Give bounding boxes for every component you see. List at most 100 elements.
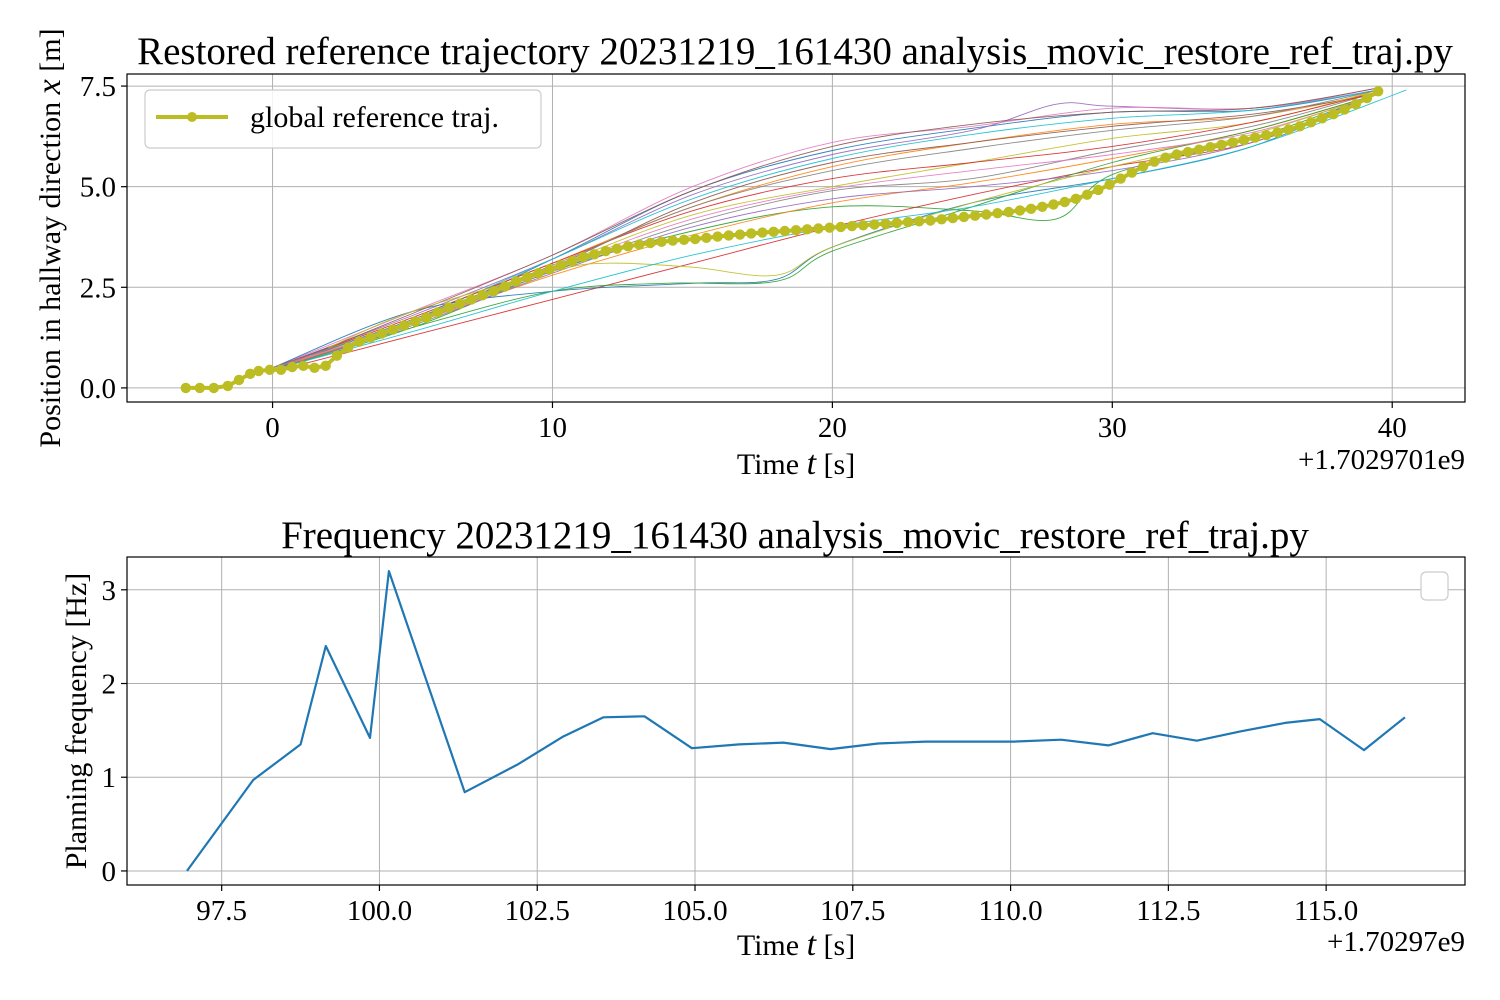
x-tick-label: 40 bbox=[1378, 412, 1407, 444]
global-reference-point bbox=[1249, 132, 1261, 143]
global-reference-point bbox=[432, 307, 443, 318]
thin-trajectory-line bbox=[272, 93, 1379, 371]
frequency-plot-frame bbox=[126, 556, 1466, 886]
y-tick-label: 3 bbox=[102, 575, 117, 607]
global-reference-point bbox=[387, 324, 399, 335]
global-reference-point bbox=[1216, 139, 1227, 150]
x-tick-label: 115.0 bbox=[1294, 895, 1358, 927]
global-reference-point bbox=[376, 328, 387, 339]
global-reference-point bbox=[723, 230, 734, 241]
global-reference-point bbox=[1070, 193, 1082, 204]
trajectory-y-label: Position in hallway direction x [m] bbox=[31, 28, 68, 447]
global-reference-point bbox=[958, 211, 970, 223]
y-tick-label: 7.5 bbox=[80, 71, 116, 103]
x-tick-label: 110.0 bbox=[978, 895, 1042, 927]
x-tick-label: 0 bbox=[265, 412, 280, 444]
legend-frame bbox=[144, 89, 542, 149]
global-reference-point bbox=[488, 286, 499, 297]
global-reference-point bbox=[287, 361, 298, 373]
thin-trajectory-line bbox=[272, 91, 1379, 371]
global-reference-point bbox=[245, 368, 256, 379]
global-reference-point bbox=[264, 364, 275, 375]
global-reference-point bbox=[1328, 109, 1339, 120]
global-reference-point bbox=[578, 251, 589, 263]
global-reference-point bbox=[1261, 130, 1272, 141]
x-tick-label: 107.5 bbox=[820, 895, 885, 927]
global-reference-point bbox=[1137, 161, 1149, 172]
trajectory-main-series bbox=[180, 86, 1384, 394]
trajectory-x-label: Time t [s] bbox=[737, 445, 855, 482]
global-reference-point bbox=[1283, 124, 1294, 135]
global-reference-point bbox=[1205, 142, 1216, 153]
global-reference-point bbox=[1317, 113, 1328, 124]
x-tick-label: 105.0 bbox=[662, 895, 727, 927]
global-reference-point bbox=[992, 208, 1003, 219]
global-reference-point bbox=[768, 226, 779, 237]
frequency-chart-title: Frequency 20231219_161430 analysis_movic… bbox=[281, 514, 1309, 557]
y-tick-label: 2 bbox=[102, 669, 117, 701]
global-reference-point bbox=[634, 239, 645, 250]
global-reference-point bbox=[454, 298, 466, 309]
y-tick-label: 1 bbox=[102, 762, 117, 794]
global-reference-point bbox=[1104, 179, 1115, 190]
trajectory-grid bbox=[127, 74, 1465, 402]
trajectory-x-ticks: 0 10 20 30 40 bbox=[265, 402, 1407, 444]
thin-trajectory-line bbox=[272, 87, 1379, 371]
x-tick-label: 102.5 bbox=[505, 895, 570, 927]
global-reference-point bbox=[1126, 167, 1138, 178]
global-reference-point bbox=[309, 362, 320, 373]
trajectory-chart-title: Restored reference trajectory 20231219_1… bbox=[137, 30, 1453, 73]
global-reference-point bbox=[611, 243, 623, 254]
global-reference-point bbox=[712, 231, 723, 242]
global-reference-point bbox=[1081, 189, 1093, 200]
frequency-empty-legend bbox=[1420, 571, 1449, 601]
global-reference-point bbox=[589, 249, 600, 260]
global-reference-point bbox=[734, 229, 746, 240]
global-reference-point bbox=[275, 364, 287, 375]
global-reference-point bbox=[522, 272, 533, 283]
trajectory-legend: global reference traj. bbox=[144, 89, 542, 149]
global-reference-point bbox=[835, 221, 846, 233]
global-reference-point bbox=[533, 268, 544, 279]
global-reference-point bbox=[891, 217, 902, 229]
global-reference-point bbox=[645, 237, 656, 249]
global-reference-point bbox=[1048, 199, 1059, 210]
global-reference-point bbox=[566, 255, 578, 267]
global-reference-point bbox=[757, 227, 768, 238]
global-reference-point bbox=[1025, 203, 1037, 214]
x-tick-label: 100.0 bbox=[347, 895, 412, 927]
global-reference-point bbox=[981, 209, 992, 220]
global-reference-point bbox=[858, 220, 869, 231]
trajectory-plot-frame bbox=[126, 73, 1466, 403]
global-reference-point bbox=[320, 360, 331, 371]
global-reference-point bbox=[1361, 92, 1373, 104]
global-reference-point bbox=[790, 225, 802, 236]
global-reference-point bbox=[1037, 201, 1048, 212]
global-reference-point bbox=[690, 233, 701, 245]
global-reference-point bbox=[1059, 196, 1070, 208]
thin-trajectory-line bbox=[272, 89, 1379, 369]
global-reference-point bbox=[180, 382, 191, 394]
global-reference-point bbox=[656, 236, 667, 247]
global-reference-point bbox=[1339, 104, 1350, 115]
global-reference-point bbox=[667, 235, 678, 246]
x-tick-label: 20 bbox=[818, 412, 847, 444]
global-reference-point bbox=[1093, 184, 1104, 196]
global-reference-point bbox=[902, 216, 914, 228]
frequency-y-ticks: 0 1 2 3 bbox=[102, 575, 127, 888]
global-reference-point bbox=[914, 216, 925, 227]
global-reference-point bbox=[1149, 156, 1160, 167]
global-reference-point bbox=[1171, 149, 1182, 160]
trajectory-chart: Restored reference trajectory 20231219_1… bbox=[31, 28, 1466, 482]
global-reference-point bbox=[880, 218, 891, 229]
global-reference-point bbox=[499, 281, 511, 292]
global-reference-point bbox=[410, 316, 421, 327]
global-reference-point bbox=[233, 374, 245, 386]
frequency-x-offset: +1.70297e9 bbox=[1327, 926, 1465, 958]
frequency-x-label: Time t [s] bbox=[737, 926, 855, 963]
global-reference-point bbox=[398, 320, 410, 331]
trajectory-x-offset: +1.7029701e9 bbox=[1298, 444, 1465, 476]
global-reference-point bbox=[222, 380, 233, 392]
global-reference-point bbox=[925, 215, 936, 226]
